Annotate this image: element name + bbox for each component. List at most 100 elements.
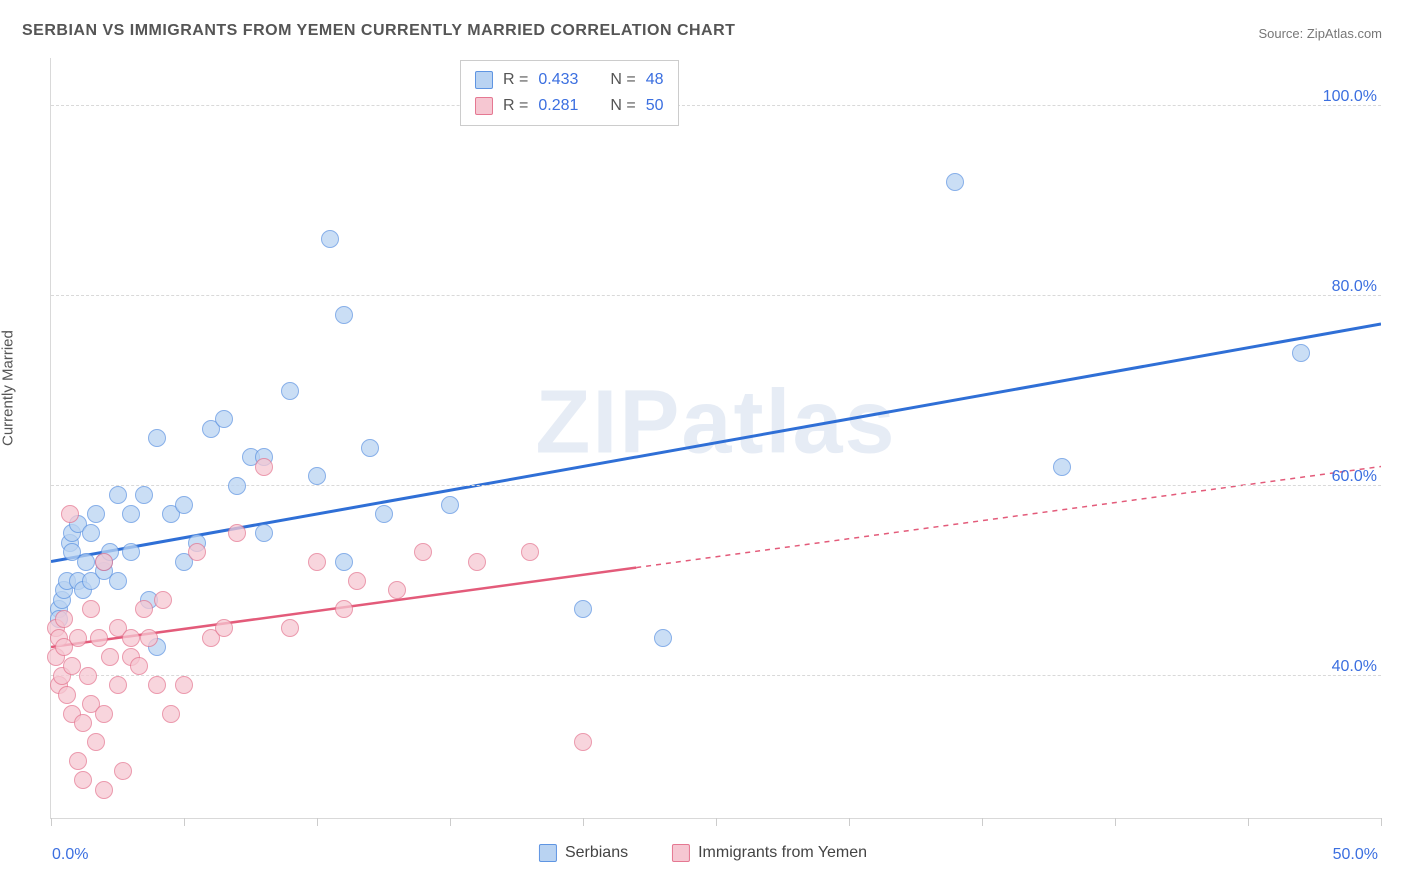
data-point [69,752,87,770]
data-point [114,762,132,780]
x-tick [1381,818,1382,826]
data-point [58,686,76,704]
data-point [1053,458,1071,476]
y-axis-title: Currently Married [0,330,17,446]
swatch-icon [539,844,557,862]
x-tick [1248,818,1249,826]
data-point [95,705,113,723]
data-point [255,524,273,542]
x-tick [982,818,983,826]
n-value: 50 [646,93,664,119]
n-label: N = [610,93,635,119]
x-tick [450,818,451,826]
n-label: N = [610,67,635,93]
x-tick [716,818,717,826]
x-tick [317,818,318,826]
data-point [148,429,166,447]
swatch-icon [475,97,493,115]
data-point [375,505,393,523]
data-point [574,600,592,618]
data-point [654,629,672,647]
data-point [74,714,92,732]
gridline [51,485,1381,486]
trendline-solid [51,324,1381,562]
data-point [228,524,246,542]
data-point [361,439,379,457]
data-point [122,505,140,523]
legend-item: Immigrants from Yemen [672,844,867,862]
data-point [87,505,105,523]
x-tick [51,818,52,826]
data-point [74,771,92,789]
r-value: 0.433 [538,67,578,93]
data-point [335,306,353,324]
swatch-icon [672,844,690,862]
data-point [109,486,127,504]
data-point [95,553,113,571]
data-point [441,496,459,514]
legend: Serbians Immigrants from Yemen [539,844,867,862]
data-point [122,543,140,561]
data-point [77,553,95,571]
n-value: 48 [646,67,664,93]
plot-area: ZIPatlas 40.0% 60.0% 80.0% 100.0% [50,58,1381,819]
data-point [175,676,193,694]
y-tick-label: 40.0% [1332,658,1377,676]
data-point [95,781,113,799]
data-point [87,733,105,751]
data-point [69,629,87,647]
gridline [51,675,1381,676]
gridline [51,295,1381,296]
legend-label: Serbians [565,844,628,862]
data-point [308,553,326,571]
trendline-dashed [636,467,1381,568]
watermark: ZIPatlas [535,371,896,474]
data-point [321,230,339,248]
stats-box: R = 0.433 N = 48 R = 0.281 N = 50 [460,60,679,126]
data-point [574,733,592,751]
legend-item: Serbians [539,844,628,862]
data-point [281,382,299,400]
data-point [130,657,148,675]
data-point [109,572,127,590]
swatch-icon [475,71,493,89]
data-point [215,410,233,428]
data-point [468,553,486,571]
y-tick-label: 100.0% [1323,88,1377,106]
data-point [521,543,539,561]
y-tick-label: 80.0% [1332,278,1377,296]
data-point [188,543,206,561]
stats-row: R = 0.281 N = 50 [475,93,664,119]
data-point [154,591,172,609]
data-point [140,629,158,647]
r-label: R = [503,93,528,119]
x-tick [583,818,584,826]
legend-label: Immigrants from Yemen [698,844,867,862]
y-tick-label: 60.0% [1332,468,1377,486]
data-point [101,648,119,666]
data-point [61,505,79,523]
data-point [255,458,273,476]
x-tick-label: 50.0% [1333,846,1378,864]
data-point [90,629,108,647]
data-point [1292,344,1310,362]
r-value: 0.281 [538,93,578,119]
data-point [109,676,127,694]
data-point [348,572,366,590]
data-point [122,629,140,647]
r-label: R = [503,67,528,93]
data-point [82,524,100,542]
data-point [148,676,166,694]
data-point [55,610,73,628]
data-point [335,553,353,571]
data-point [215,619,233,637]
x-tick [849,818,850,826]
x-tick [184,818,185,826]
data-point [946,173,964,191]
gridline [51,105,1381,106]
data-point [175,496,193,514]
data-point [228,477,246,495]
data-point [335,600,353,618]
data-point [281,619,299,637]
trend-lines [51,58,1381,818]
